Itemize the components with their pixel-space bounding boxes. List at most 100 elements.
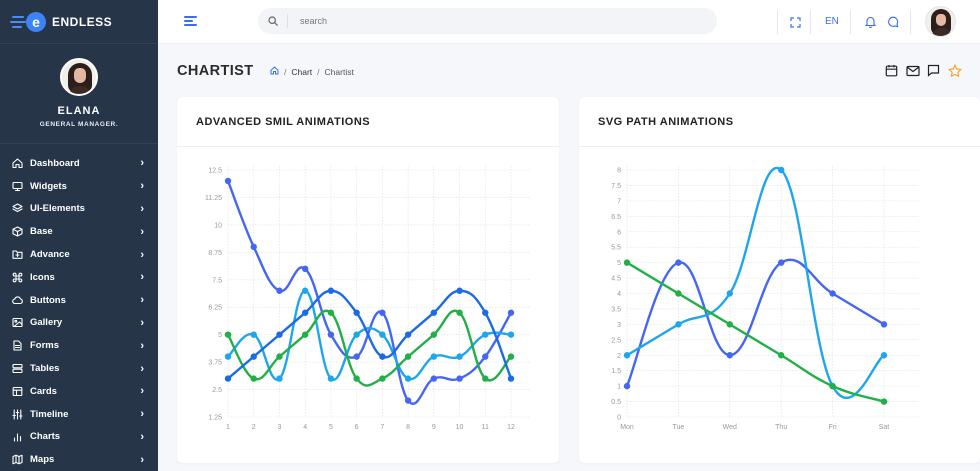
data-point[interactable] — [456, 353, 463, 360]
data-point[interactable] — [327, 309, 335, 316]
data-point[interactable] — [778, 166, 785, 174]
data-point[interactable] — [250, 353, 257, 360]
data-point[interactable] — [327, 331, 335, 338]
data-point[interactable] — [675, 259, 682, 266]
data-point[interactable] — [224, 353, 232, 360]
data-point[interactable] — [430, 331, 438, 338]
data-point[interactable] — [829, 290, 836, 297]
data-point[interactable] — [778, 352, 785, 359]
data-point[interactable] — [224, 177, 232, 185]
data-point[interactable] — [327, 375, 335, 382]
y-tick-label: 6.25 — [208, 305, 222, 312]
calendar-icon[interactable] — [884, 63, 899, 78]
search-icon[interactable] — [258, 14, 288, 28]
sidebar-item-forms[interactable]: Forms › — [0, 334, 158, 357]
sidebar-item-base[interactable]: Base › — [0, 220, 158, 243]
x-tick-label: 12 — [507, 424, 515, 431]
data-point[interactable] — [353, 375, 360, 382]
data-point[interactable] — [456, 309, 463, 316]
breadcrumb-item-chart[interactable]: Chart — [291, 66, 313, 77]
data-point[interactable] — [353, 331, 360, 338]
data-point[interactable] — [301, 309, 309, 316]
brand-logo[interactable]: e ENDLESS — [0, 0, 158, 44]
sidebar-item-tables[interactable]: Tables › — [0, 357, 158, 380]
data-point[interactable] — [301, 287, 309, 294]
data-point[interactable] — [507, 375, 515, 382]
data-point[interactable] — [726, 321, 733, 328]
data-point[interactable] — [276, 331, 283, 338]
avatar[interactable] — [60, 58, 98, 96]
data-point[interactable] — [778, 259, 785, 266]
data-point[interactable] — [726, 290, 733, 297]
sidebar-item-ui-elements[interactable]: UI-Elements › — [0, 198, 158, 221]
data-point[interactable] — [482, 331, 489, 338]
data-point[interactable] — [880, 321, 888, 328]
map-icon — [12, 455, 23, 465]
data-point[interactable] — [404, 375, 412, 382]
data-point[interactable] — [507, 331, 515, 338]
data-point[interactable] — [880, 398, 888, 405]
sidebar-item-dashboard[interactable]: Dashboard › — [0, 152, 158, 175]
data-point[interactable] — [379, 309, 386, 316]
data-point[interactable] — [456, 375, 463, 382]
sidebar-item-buttons[interactable]: Buttons › — [0, 289, 158, 312]
data-point[interactable] — [301, 265, 309, 272]
data-point[interactable] — [507, 353, 515, 360]
data-point[interactable] — [482, 309, 489, 316]
mail-icon[interactable] — [905, 63, 920, 78]
data-point[interactable] — [301, 331, 309, 338]
sidebar-item-cards[interactable]: Cards › — [0, 380, 158, 403]
home-icon[interactable] — [270, 66, 279, 77]
user-avatar[interactable] — [925, 6, 956, 37]
star-icon[interactable] — [947, 63, 962, 78]
data-point[interactable] — [276, 287, 283, 294]
data-point[interactable] — [623, 259, 631, 266]
data-point[interactable] — [880, 352, 888, 359]
data-point[interactable] — [482, 353, 489, 360]
fullscreen-icon[interactable] — [788, 15, 802, 29]
data-point[interactable] — [379, 353, 386, 360]
data-point[interactable] — [430, 309, 438, 316]
search-input[interactable] — [288, 16, 688, 26]
menu-toggle-icon[interactable] — [184, 16, 197, 27]
data-point[interactable] — [675, 290, 682, 297]
layers-icon — [12, 203, 23, 214]
sidebar-item-gallery[interactable]: Gallery › — [0, 312, 158, 335]
data-point[interactable] — [250, 243, 257, 251]
data-point[interactable] — [482, 375, 489, 382]
message-square-icon[interactable] — [926, 63, 941, 78]
data-point[interactable] — [404, 397, 412, 404]
data-point[interactable] — [623, 382, 631, 390]
data-point[interactable] — [404, 331, 412, 338]
sidebar-item-timeline[interactable]: Timeline › — [0, 403, 158, 426]
data-point[interactable] — [507, 309, 515, 316]
data-point[interactable] — [456, 287, 463, 294]
data-point[interactable] — [353, 309, 360, 316]
data-point[interactable] — [430, 375, 438, 382]
sidebar-item-advance[interactable]: Advance › — [0, 243, 158, 266]
data-point[interactable] — [379, 375, 386, 382]
chat-icon[interactable] — [886, 15, 900, 29]
data-point[interactable] — [224, 331, 232, 338]
data-point[interactable] — [250, 375, 257, 382]
data-point[interactable] — [404, 353, 412, 360]
sidebar-item-widgets[interactable]: Widgets › — [0, 175, 158, 198]
data-point[interactable] — [726, 352, 733, 359]
data-point[interactable] — [224, 375, 232, 382]
data-point[interactable] — [379, 331, 386, 338]
bell-icon[interactable] — [863, 15, 877, 29]
data-point[interactable] — [353, 353, 360, 360]
data-point[interactable] — [276, 353, 283, 360]
data-point[interactable] — [675, 321, 682, 328]
sidebar-item-icons[interactable]: Icons › — [0, 266, 158, 289]
sidebar-item-charts[interactable]: Charts › — [0, 426, 158, 449]
chevron-right-icon: › — [140, 248, 144, 261]
data-point[interactable] — [430, 353, 438, 360]
data-point[interactable] — [623, 352, 631, 359]
data-point[interactable] — [276, 375, 283, 382]
data-point[interactable] — [327, 287, 335, 294]
language-selector[interactable]: EN — [825, 16, 839, 27]
data-point[interactable] — [250, 331, 257, 338]
data-point[interactable] — [829, 382, 836, 390]
sidebar-item-maps[interactable]: Maps › — [0, 448, 158, 471]
